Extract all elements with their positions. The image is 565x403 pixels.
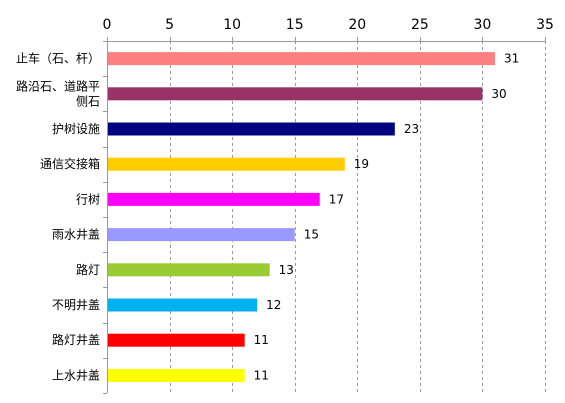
x-tick-label: 20: [348, 17, 366, 33]
bars: [108, 52, 495, 382]
category-label: 行树: [76, 191, 100, 206]
bar: [108, 263, 270, 277]
data-label: 13: [279, 263, 294, 277]
bar: [108, 52, 495, 66]
bar: [108, 298, 258, 312]
data-label: 12: [266, 298, 281, 312]
x-tick-label: 5: [165, 17, 174, 33]
category-label: 路灯井盖: [52, 332, 100, 347]
bar: [108, 87, 483, 101]
bar: [108, 228, 295, 242]
x-tick-label: 30: [474, 17, 492, 33]
bar: [108, 192, 320, 206]
category-label: 上水井盖: [52, 368, 100, 382]
x-tick-label: 35: [536, 17, 554, 33]
x-tick-label: 25: [411, 17, 429, 33]
x-axis-ticks: 0 5 10 15 20 25 30 35: [103, 17, 554, 41]
category-label: 路沿石、道路平: [16, 78, 100, 93]
bar: [108, 122, 395, 136]
gridlines: [170, 41, 546, 393]
category-label: 侧石: [76, 94, 100, 108]
data-label: 11: [254, 368, 269, 382]
data-label: 15: [304, 228, 319, 242]
category-label: 路灯: [76, 262, 100, 277]
x-tick-label: 0: [103, 17, 112, 33]
category-label: 止车（石、杆）: [16, 51, 100, 66]
category-label: 雨水井盖: [52, 228, 100, 242]
data-label: 19: [354, 157, 369, 171]
x-tick-label: 15: [286, 17, 304, 33]
axes: [103, 41, 545, 394]
data-label: 23: [404, 122, 419, 136]
category-label: 不明井盖: [52, 298, 100, 312]
bar: [108, 333, 245, 347]
data-label: 30: [491, 87, 506, 101]
category-label: 护树设施: [52, 121, 100, 136]
data-label: 17: [329, 192, 344, 206]
category-labels: 止车（石、杆） 路沿石、道路平侧石护树设施通信交接箱行树雨水井盖路灯不明井盖路灯井…: [16, 51, 100, 383]
data-label: 31: [504, 52, 519, 66]
data-label: 11: [254, 333, 269, 347]
bar: [108, 368, 245, 382]
bar: [108, 157, 345, 171]
data-labels: 31 30 23 19 17 15 13 12 11 11: [254, 52, 520, 383]
category-label: 通信交接箱: [40, 156, 100, 171]
x-tick-label: 10: [223, 17, 241, 33]
